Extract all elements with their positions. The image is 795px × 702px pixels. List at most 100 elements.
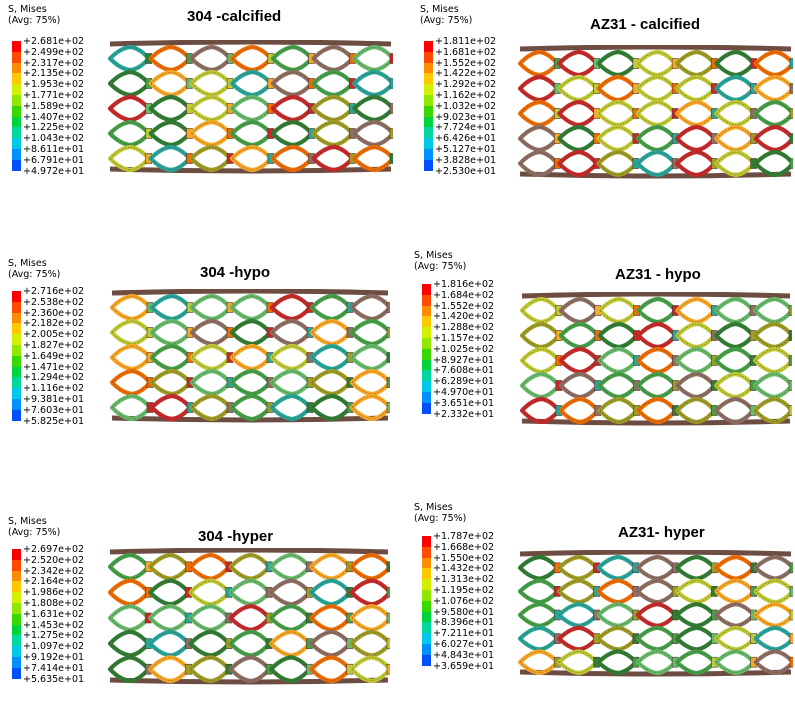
stent-rim <box>519 45 792 52</box>
legend-value: +1.422e+02 <box>435 68 497 80</box>
legend-swatch <box>12 51 21 63</box>
legend-swatch <box>12 624 21 636</box>
stent-cell <box>558 396 600 425</box>
legend-swatch <box>12 603 21 614</box>
legend-value: +2.530e+01 <box>435 165 497 177</box>
stent-cell <box>188 604 231 632</box>
legend-value: +9.192e+01 <box>23 652 85 663</box>
stent-cell <box>714 554 756 581</box>
legend-swatch <box>12 388 21 399</box>
stent-cell <box>230 69 273 98</box>
stent-cell <box>309 578 352 607</box>
legend-swatch <box>422 536 431 547</box>
stent-cell <box>311 144 355 173</box>
stent-cell <box>230 94 273 123</box>
stent-cell <box>148 552 191 581</box>
legend-value: +7.608e+01 <box>433 365 495 377</box>
stent-cell <box>518 49 560 78</box>
legend-value: +2.332e+01 <box>433 408 495 420</box>
stent-cell <box>520 296 561 325</box>
legend-swatch <box>422 600 431 612</box>
legend-value: +2.520e+02 <box>23 554 85 566</box>
stent-cell <box>636 296 678 325</box>
stent-cell <box>269 578 312 607</box>
legend-swatch <box>12 592 21 603</box>
legend-value: +1.684e+02 <box>433 289 495 301</box>
stent-cell <box>108 578 151 607</box>
stent-cell <box>518 625 560 652</box>
legend-averaging: (Avg: 75%) <box>8 527 61 538</box>
legend-swatch <box>12 559 21 571</box>
legend-averaging: (Avg: 75%) <box>414 261 467 272</box>
legend-value: +1.032e+02 <box>435 100 497 112</box>
legend-swatch <box>12 409 21 421</box>
legend-value: +1.453e+02 <box>23 619 85 631</box>
stent-cell <box>753 74 793 103</box>
stent-cell <box>596 149 638 178</box>
stent-cell <box>349 368 390 397</box>
stent-cell <box>349 293 390 322</box>
stent-cell <box>635 124 678 153</box>
legend-swatch <box>422 359 431 371</box>
legend-swatch <box>422 633 431 644</box>
stent-cell <box>558 296 600 325</box>
legend-value: +1.076e+02 <box>433 595 495 607</box>
stent-cell <box>635 74 678 103</box>
stent-cell <box>596 625 638 652</box>
stent-connector <box>789 108 793 119</box>
stent-connector <box>789 158 793 169</box>
legend-swatch <box>12 159 21 171</box>
stent-cell <box>635 99 678 128</box>
stent-cell <box>675 124 717 153</box>
stent-cell <box>714 49 756 78</box>
stent-cell <box>635 602 678 628</box>
stent-connector <box>386 561 390 573</box>
stent-cell <box>518 602 560 628</box>
legend-value: +1.157e+02 <box>433 333 495 344</box>
stent-cell <box>675 321 717 350</box>
stent-cell <box>518 554 560 581</box>
stent-cell <box>352 69 393 98</box>
legend-value: +6.791e+01 <box>23 154 85 166</box>
stent-cell <box>352 94 393 123</box>
legend-swatch <box>422 557 431 569</box>
stent-cell <box>110 293 153 322</box>
stent-cell-mesh <box>351 295 390 320</box>
legend-value: +9.023e+01 <box>435 111 497 123</box>
stent-cell <box>311 94 355 123</box>
legend-value: +2.317e+02 <box>23 57 85 69</box>
stent-cell <box>753 625 793 652</box>
stent-cell <box>558 321 600 350</box>
stent-cell <box>270 69 314 98</box>
stent-cell <box>557 124 599 153</box>
stent-mesh-contour <box>108 40 393 174</box>
stent-cell <box>675 602 717 628</box>
legend-swatch <box>422 327 431 338</box>
stent-cell <box>108 94 151 123</box>
stent-cell <box>309 368 353 397</box>
stent-cell-mesh <box>598 76 637 101</box>
legend-value: +1.043e+02 <box>23 133 85 145</box>
legend-value: +2.164e+02 <box>23 576 85 588</box>
stent-cell <box>753 649 793 676</box>
stent-cell-mesh <box>637 151 676 176</box>
stent-cell <box>349 343 390 372</box>
stent-cell <box>269 368 313 397</box>
stent-connector <box>386 352 390 363</box>
stent-cell <box>349 578 390 607</box>
legend-value: +1.195e+02 <box>433 585 495 596</box>
legend-swatch <box>424 41 433 52</box>
stent-cell-mesh <box>637 51 676 76</box>
legend-swatch <box>424 149 433 160</box>
stent-cell <box>753 554 793 581</box>
stent-cell <box>596 99 638 128</box>
legend-value: +2.697e+02 <box>23 544 85 555</box>
stent-cell-mesh <box>755 76 793 101</box>
stent-cell <box>148 655 191 684</box>
stent-connector <box>386 377 390 388</box>
stent-cell-mesh <box>716 101 755 126</box>
panel-title: AZ31 - calcified <box>590 16 701 33</box>
stent-connector <box>789 633 793 644</box>
legend-value: +2.716e+02 <box>23 286 85 297</box>
stent-cell <box>714 99 756 128</box>
